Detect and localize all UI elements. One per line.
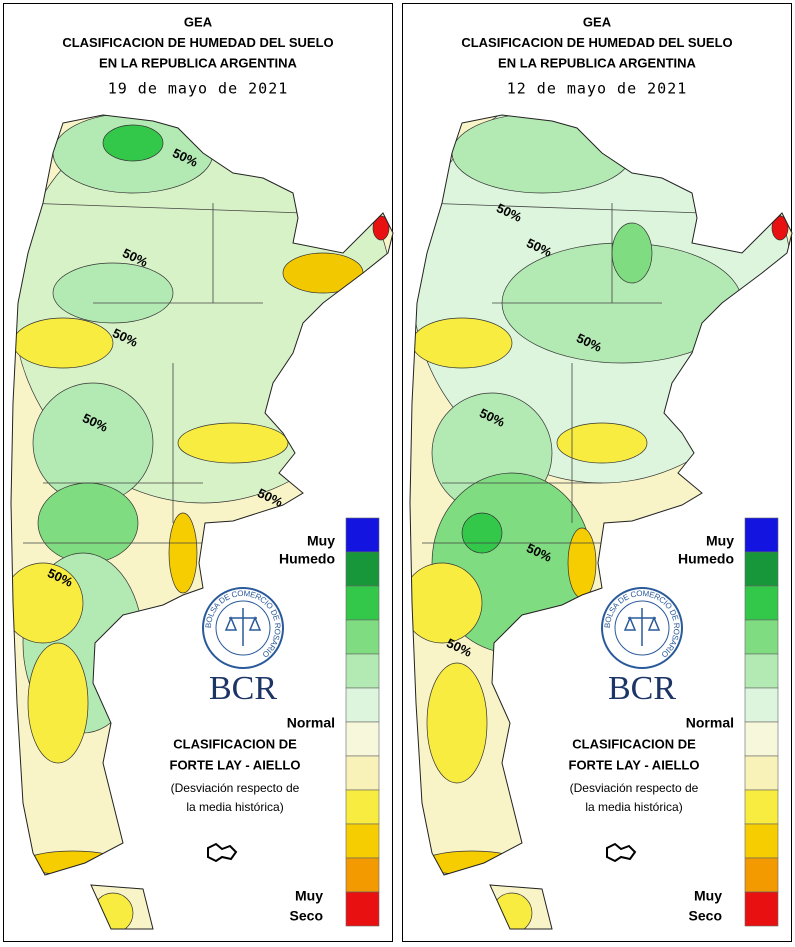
legend-normal: Normal [686,715,734,731]
map-panel: GEA CLASIFICACION DE HUMEDAD DEL SUELO EN … [3,3,394,942]
legend-dry-1: Muy [694,888,722,904]
moisture-zone [411,317,513,369]
legend-swatch [744,551,779,587]
moisture-zone [52,262,174,324]
map-date: 19 de mayo de 2021 [108,80,289,98]
legend-dry-2: Seco [689,908,722,924]
legend-swatch [744,585,779,621]
legend-dry-2: Seco [290,908,323,924]
legend-swatch [345,755,380,791]
legend-swatch [744,789,779,825]
legend-swatch [345,517,380,553]
legend-swatch [744,891,779,927]
classification-text: FORTE LAY - AIELLO [170,757,301,772]
legend-swatch [744,653,779,689]
legend-swatch [744,517,779,553]
legend-swatch [744,823,779,859]
title-line: GEA [583,14,612,29]
title-line: CLASIFICACION DE HUMEDAD DEL SUELO [62,35,333,50]
logo-name: BCR [608,670,676,707]
legend-wet-2: Humedo [279,551,335,567]
legend-swatch [744,755,779,791]
legend-swatch [345,687,380,723]
legend-wet-2: Humedo [678,551,734,567]
moisture-zone [168,512,198,594]
moisture-zone [771,215,789,241]
moisture-zone [12,317,114,369]
logo-emblem [623,608,661,646]
map-date: 12 de mayo de 2021 [507,80,688,98]
moisture-zone [27,642,89,764]
malvinas [606,842,637,863]
legend-swatch [345,551,380,587]
legend-swatch [744,721,779,757]
logo-inner [614,600,670,656]
legend-normal: Normal [287,715,335,731]
legend-swatch [744,857,779,893]
title-line: CLASIFICACION DE HUMEDAD DEL SUELO [461,35,732,50]
bcr-logo: BOLSA DE COMERCIO DE ROSARIO [202,587,284,669]
legend-swatch [744,619,779,655]
title-line: EN LA REPUBLICA ARGENTINA [498,55,697,70]
classification-text: FORTE LAY - AIELLO [569,757,700,772]
legend-swatch [345,585,380,621]
moisture-zone [37,482,139,564]
legend-swatch [744,687,779,723]
legend-swatch [345,789,380,825]
country-outline [409,114,793,930]
moisture-zone [11,562,84,644]
legend-swatch [345,857,380,893]
map-panel: GEA CLASIFICACION DE HUMEDAD DEL SUELO EN … [402,3,793,942]
classification-text: CLASIFICACION DE [173,736,297,751]
logo-emblem [224,608,262,646]
legend-dry-1: Muy [295,888,323,904]
title-line: EN LA REPUBLICA ARGENTINA [99,55,298,70]
legend-swatch [345,721,380,757]
map-area [410,115,792,929]
province-border [22,202,304,214]
malvinas [207,842,238,863]
bcr-logo: BOLSA DE COMERCIO DE ROSARIO [601,587,683,669]
classification-text: CLASIFICACION DE [572,736,696,751]
moisture-zone [567,527,597,599]
moisture-zone [177,422,289,464]
logo-inner [215,600,271,656]
legend-swatch [345,619,380,655]
legend-swatch [345,891,380,927]
classification-text: la media histórica) [585,800,682,814]
country-outline [10,114,394,930]
legend-wet-1: Muy [706,533,734,549]
legend-swatch [345,823,380,859]
moisture-zone [372,215,390,241]
classification-text: la media histórica) [186,800,283,814]
classification-text: (Desviación respecto de [570,781,699,795]
legend-swatch [345,653,380,689]
classification-text: (Desviación respecto de [171,781,300,795]
moisture-zone [426,662,488,784]
province-border [421,202,703,214]
moisture-zone [461,512,503,554]
logo-name: BCR [209,670,277,707]
legend-wet-1: Muy [307,533,335,549]
moisture-zone [102,124,164,162]
moisture-zone [410,562,483,644]
title-line: GEA [184,14,213,29]
moisture-zone [611,222,653,284]
moisture-zone [556,422,648,464]
